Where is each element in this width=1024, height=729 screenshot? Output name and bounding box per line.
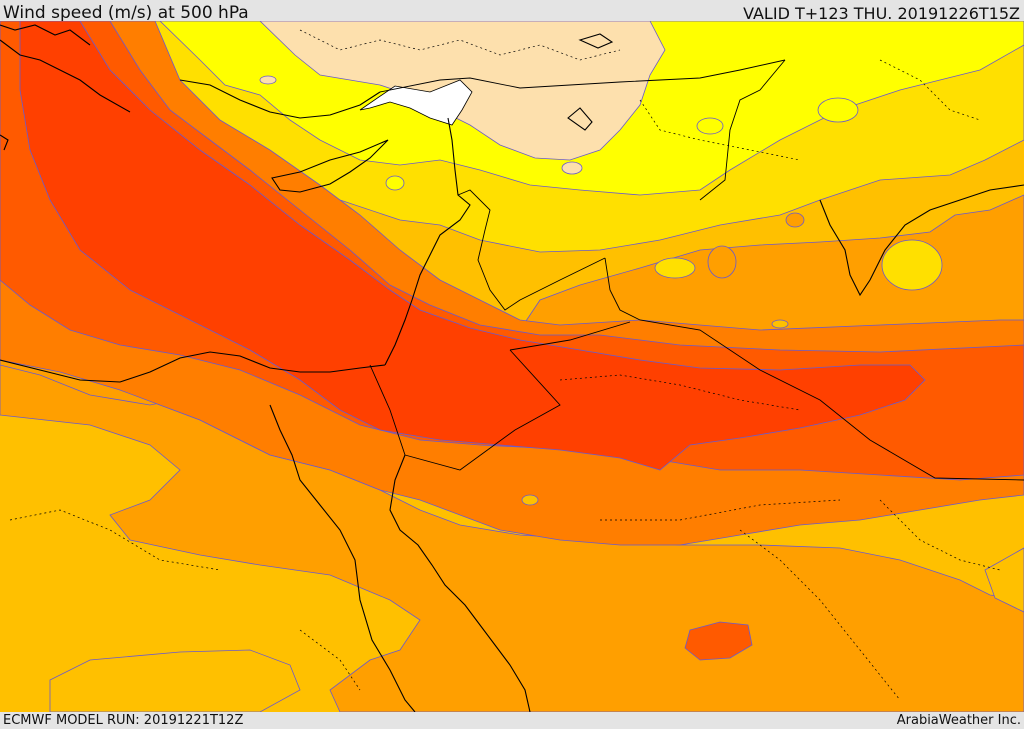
contour-island [881,239,943,291]
country-borders [369,59,1024,481]
wind-band-4-south-patch [49,649,301,712]
header-bar: Wind speed (m/s) at 500 hPa VALID T+123 … [0,0,1024,23]
credit: ArabiaWeather Inc. [896,713,1021,728]
model-run: ECMWF MODEL RUN: 20191221T12Z [3,713,244,728]
contour-island [521,494,539,506]
wind-band-4-se-patch [984,547,1024,613]
contour-island [785,212,805,228]
contour-island [561,161,583,175]
wind-speed-map [0,21,1024,712]
contour-island [696,117,724,135]
contour-island [771,319,789,329]
valid-time: VALID T+123 THU. 20191226T15Z [743,4,1020,23]
contour-island [385,175,405,191]
wind-band-7-patch [684,621,753,661]
wind-band-weak [359,79,473,126]
wind-band-7 [0,21,1024,481]
coastlines [0,24,1024,712]
contour-island [707,245,737,279]
contour-island [817,97,859,123]
wind-band-8 [19,21,926,471]
map-title: Wind speed (m/s) at 500 hPa [3,3,249,23]
admin-boundaries [9,29,1001,701]
footer-bar: ECMWF MODEL RUN: 20191221T12Z ArabiaWeat… [0,712,1024,729]
contour-island [654,257,696,279]
contour-island [259,75,277,85]
